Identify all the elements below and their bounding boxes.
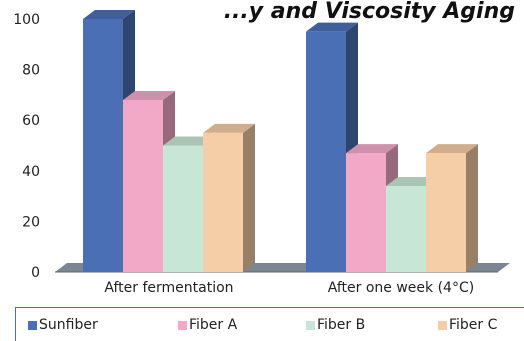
legend-label: Fiber B [317,317,366,333]
bar-front [123,99,163,273]
legend-swatch [438,320,447,330]
legend-item: Sunfiber [28,317,98,333]
legend-item: Fiber B [306,317,365,333]
y-tick-label: 40 [22,164,40,180]
x-axis-labels: After fermentation After one week (4°C) [104,280,474,296]
y-tick-label: 20 [22,214,40,230]
bar-top [306,22,358,32]
y-tick-label: 0 [31,265,40,281]
bar-top [163,136,215,146]
bar-front [386,185,426,272]
bar-top [83,10,135,19]
legend-item: Fiber A [178,317,237,333]
legend: Sunfiber Fiber A Fiber B Fiber C [15,307,524,341]
bar-top [426,144,478,154]
legend-swatch [306,320,315,330]
bar-top [386,176,438,186]
bar-top [123,90,175,100]
x-category-label: After fermentation [104,280,233,296]
bar-top [203,123,255,133]
bar-top [346,144,398,154]
legend-label: Sunfiber [39,317,98,333]
legend-label: Fiber C [449,317,498,333]
bar [426,144,478,272]
chart-title: ...y and Viscosity Aging [224,0,515,24]
y-tick-label: 80 [22,63,40,79]
legend-item: Fiber C [438,317,497,333]
x-category-label: After one week (4°C) [328,280,474,296]
bar-front [426,153,466,272]
bar-front [346,153,386,272]
y-tick-label: 100 [13,12,40,28]
bar-side [243,123,255,272]
bar-front [203,132,243,272]
legend-label: Fiber A [189,317,238,333]
bar-chart: ...y and Viscosity Aging 0 20 40 60 80 100 Af… [13,0,515,296]
bar-front [83,19,123,272]
bar [203,123,255,272]
bars [83,10,478,273]
legend-swatch [178,320,187,330]
y-axis-ticks: 0 20 40 60 80 100 [13,12,40,281]
bar-front [163,145,203,272]
legend-swatch [28,320,37,330]
y-tick-label: 60 [22,113,40,129]
bar-side [466,144,478,272]
bar-front [306,31,346,273]
